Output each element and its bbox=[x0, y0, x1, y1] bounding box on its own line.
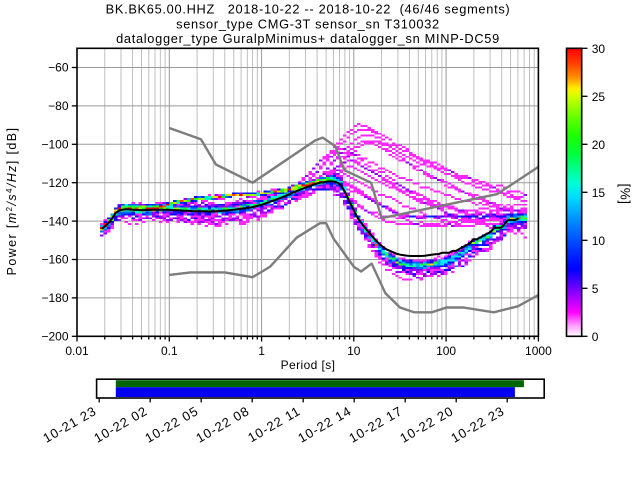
svg-text:sensor_type CMG-3T sensor_sn T: sensor_type CMG-3T sensor_sn T310032 bbox=[176, 16, 440, 31]
svg-text:10: 10 bbox=[592, 234, 606, 248]
svg-text:datalogger_type GuralpMinimus+: datalogger_type GuralpMinimus+ datalogge… bbox=[116, 31, 500, 46]
svg-text:0.01: 0.01 bbox=[65, 344, 89, 358]
svg-text:5: 5 bbox=[592, 282, 599, 296]
svg-text:−120: −120 bbox=[41, 176, 68, 190]
svg-text:−140: −140 bbox=[41, 214, 68, 228]
svg-text:1: 1 bbox=[258, 344, 265, 358]
svg-text:0.1: 0.1 bbox=[161, 344, 178, 358]
svg-text:25: 25 bbox=[592, 90, 606, 104]
svg-text:100: 100 bbox=[436, 344, 456, 358]
svg-text:30: 30 bbox=[592, 42, 606, 56]
svg-text:−80: −80 bbox=[48, 99, 69, 113]
svg-text:10: 10 bbox=[347, 344, 361, 358]
svg-text:[%]: [%] bbox=[618, 183, 633, 204]
svg-text:−200: −200 bbox=[41, 330, 68, 344]
svg-text:−180: −180 bbox=[41, 291, 68, 305]
svg-text:0: 0 bbox=[592, 330, 599, 344]
svg-text:−160: −160 bbox=[41, 253, 68, 267]
svg-text:−60: −60 bbox=[48, 61, 69, 75]
svg-text:15: 15 bbox=[592, 186, 606, 200]
svg-text:20: 20 bbox=[592, 138, 606, 152]
svg-text:Power [m2/s4/Hz] [dB]: Power [m2/s4/Hz] [dB] bbox=[5, 127, 19, 276]
svg-text:1000: 1000 bbox=[525, 344, 552, 358]
svg-text:Period [s]: Period [s] bbox=[281, 358, 336, 372]
svg-text:−100: −100 bbox=[41, 138, 68, 152]
svg-text:BK.BK65.00.HHZ 2018-10-22 --: BK.BK65.00.HHZ 2018-10-22 -- 2018-10-22 … bbox=[106, 2, 511, 17]
